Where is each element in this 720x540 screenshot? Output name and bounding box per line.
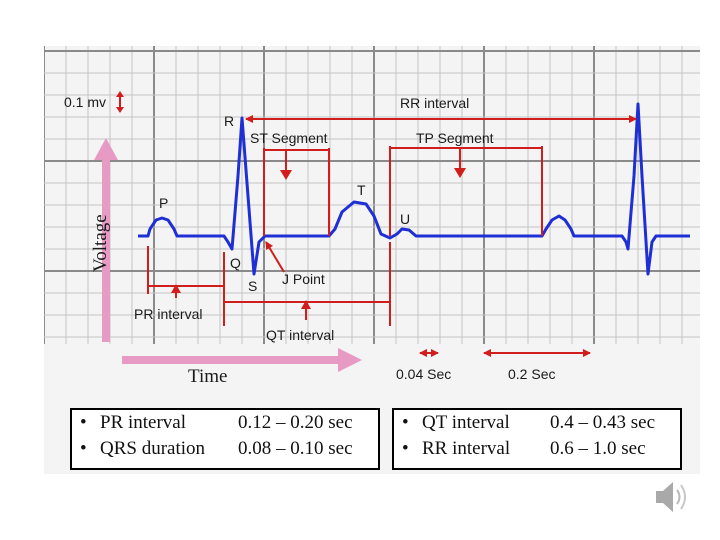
wave-label-r: R <box>224 113 234 129</box>
st-segment-bracket <box>263 148 330 236</box>
legend-value: 0.08 – 0.10 sec <box>238 438 353 459</box>
legend-row: • RR interval 0.6 – 1.0 sec <box>402 438 672 464</box>
legend-term: PR interval <box>100 412 187 433</box>
legend-bullet: • <box>80 438 87 459</box>
pr-interval-label: PR interval <box>134 306 202 322</box>
tp-segment-bracket <box>389 146 543 236</box>
time-scale-large-label: 0.2 Sec <box>508 366 555 382</box>
voltage-scale-arrow <box>116 91 124 113</box>
legend-term: QT interval <box>422 412 510 433</box>
wave-label-u: U <box>400 211 410 227</box>
tp-segment-label: TP Segment <box>416 130 494 146</box>
time-axis-label: Time <box>188 366 227 387</box>
legend-right: • QT interval 0.4 – 0.43 sec • RR interv… <box>392 408 682 470</box>
legend-bullet: • <box>80 412 87 433</box>
legend-bullet: • <box>402 412 409 433</box>
legend-row: • QT interval 0.4 – 0.43 sec <box>402 412 672 438</box>
ecg-trace <box>138 102 690 276</box>
j-point-arrow <box>265 241 285 273</box>
wave-label-p: P <box>159 195 168 211</box>
voltage-axis-label: Voltage <box>90 214 111 272</box>
legend-term: RR interval <box>422 438 511 459</box>
legend-row: • QRS duration 0.08 – 0.10 sec <box>80 438 370 464</box>
legend-left: • PR interval 0.12 – 0.20 sec • QRS dura… <box>70 408 380 470</box>
legend-row: • PR interval 0.12 – 0.20 sec <box>80 412 370 438</box>
legend-term: QRS duration <box>100 438 206 459</box>
legend-bullet: • <box>402 438 409 459</box>
qt-interval-label: QT interval <box>266 327 334 343</box>
time-axis-arrow <box>122 348 362 372</box>
legend-value: 0.12 – 0.20 sec <box>238 412 353 433</box>
speaker-icon[interactable] <box>652 474 692 520</box>
wave-label-t: T <box>357 182 366 198</box>
legend-value: 0.4 – 0.43 sec <box>550 412 656 433</box>
j-point-label: J Point <box>282 271 325 287</box>
tp-segment-pointer <box>454 168 466 178</box>
ecg-chart: Voltage Time 0.1 mv P Q R S T U RR inter… <box>44 46 700 387</box>
pr-interval-pointer <box>171 284 181 293</box>
st-segment-label: ST Segment <box>250 130 328 146</box>
voltage-axis-arrow <box>94 138 118 342</box>
voltage-scale-label: 0.1 mv <box>64 94 106 110</box>
time-scale-small-label: 0.04 Sec <box>396 366 451 382</box>
ecg-diagram: Voltage Time 0.1 mv P Q R S T U RR inter… <box>44 46 700 474</box>
rr-interval-label: RR interval <box>400 95 469 111</box>
wave-label-q: Q <box>230 255 241 271</box>
legend-value: 0.6 – 1.0 sec <box>550 438 646 459</box>
ecg-grid <box>44 46 700 344</box>
qt-interval-pointer <box>301 300 311 309</box>
wave-label-s: S <box>248 278 257 294</box>
st-segment-pointer <box>280 170 292 180</box>
